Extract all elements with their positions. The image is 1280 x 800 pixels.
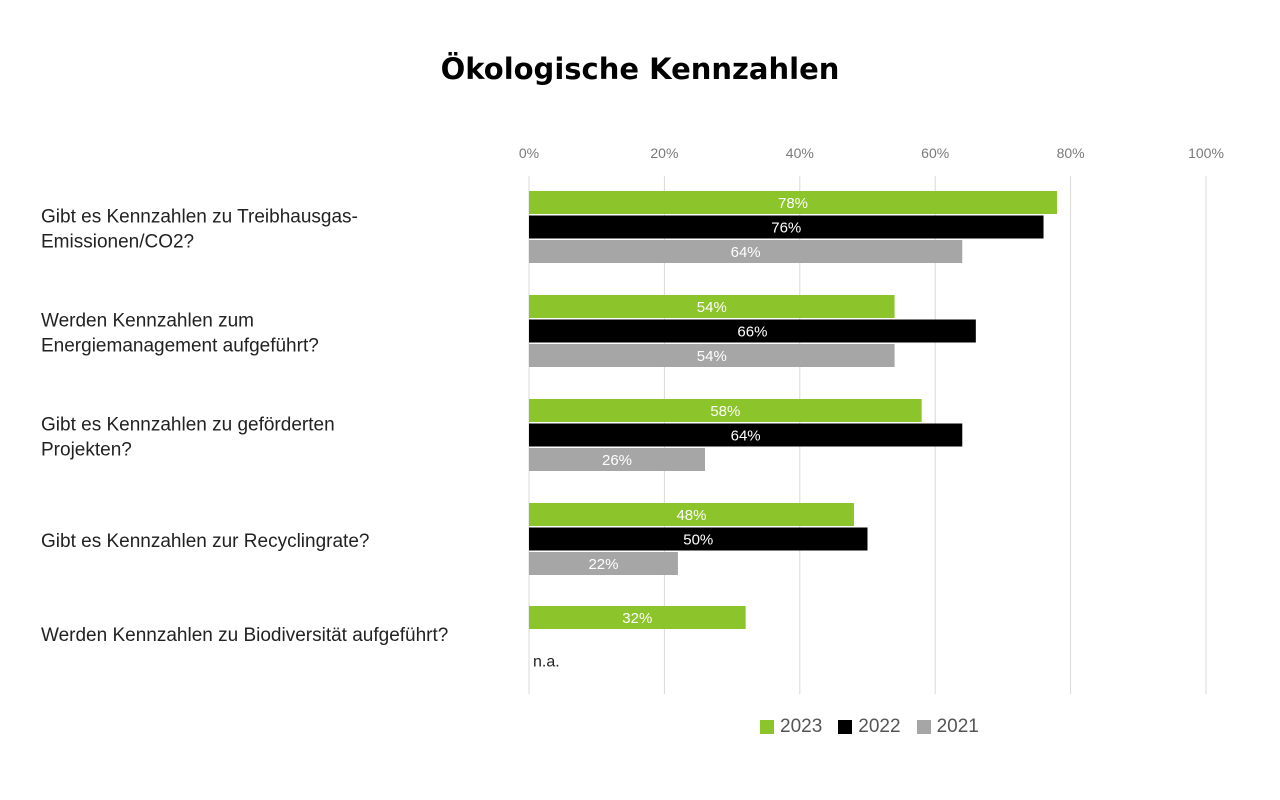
bar-2023 — [529, 399, 922, 422]
bar-2021 — [529, 240, 963, 263]
category-label: Gibt es Kennzahlen zu geförderten — [41, 415, 335, 436]
legend-label: 2021 — [936, 716, 979, 737]
bar-value-label: 54% — [697, 299, 727, 316]
bar-2022 — [529, 215, 1044, 239]
chart-title: Ökologische Kennzahlen — [440, 52, 840, 86]
bar-value-label: 64% — [731, 428, 761, 445]
legend-swatch — [916, 720, 931, 734]
legend-swatch — [838, 720, 853, 734]
bar-value-label: 26% — [602, 452, 632, 469]
bar-value-label: 76% — [771, 220, 801, 237]
bar-2022 — [529, 423, 963, 447]
bar-value-label: 54% — [697, 348, 727, 365]
bar-value-label: 78% — [778, 195, 808, 212]
bar-value-label: 50% — [683, 532, 713, 549]
legend-label: 2023 — [780, 716, 823, 737]
category-label: Werden Kennzahlen zu Biodiversität aufge… — [41, 625, 448, 646]
category-label: Gibt es Kennzahlen zu Treibhausgas- — [41, 207, 358, 228]
bar-2023 — [529, 606, 746, 629]
bar-value-label: 32% — [622, 610, 652, 627]
x-tick-label: 80% — [1057, 145, 1085, 161]
x-tick-label: 40% — [786, 145, 814, 161]
x-tick-label: 100% — [1188, 145, 1224, 161]
bar-2021 — [529, 552, 678, 575]
bar-2022 — [529, 319, 976, 343]
bar-2022 — [529, 527, 868, 551]
bars — [529, 191, 1058, 629]
not-available-label: n.a. — [533, 654, 560, 671]
bar-2021 — [529, 344, 895, 367]
bar-value-labels: 78% 54% 58% 48% 32% 76% 66% 64% 50% n.a. 64% 54% 26%… — [533, 195, 808, 671]
bar-value-label: 64% — [731, 244, 761, 261]
category-label: Projekten? — [41, 440, 132, 461]
legend-item: 2023 — [760, 716, 822, 738]
category-labels: Gibt es Kennzahlen zu Treibhausgas- Emiss… — [41, 207, 448, 647]
category-label: Gibt es Kennzahlen zur Recyclingrate? — [41, 531, 369, 552]
category-label: Emissionen/CO2? — [41, 232, 194, 253]
bar-2023 — [529, 191, 1058, 214]
category-label: Energiemanagement aufgeführt? — [41, 336, 319, 357]
legend: 2023 2022 2021 — [760, 716, 979, 738]
category-label: Werden Kennzahlen zum — [41, 311, 254, 332]
x-tick-label: 60% — [921, 145, 949, 161]
bar-value-label: 66% — [737, 324, 767, 341]
x-tick-label: 20% — [650, 145, 678, 161]
bar-value-label: 22% — [588, 556, 618, 573]
legend-label: 2022 — [858, 716, 901, 737]
legend-item: 2021 — [916, 716, 979, 738]
legend-swatch — [760, 720, 774, 734]
bar-2023 — [529, 503, 854, 526]
bar-2021 — [529, 448, 706, 471]
x-tick-label: 0% — [519, 145, 539, 161]
bar-2023 — [529, 295, 895, 318]
x-axis-ticks: 0% 20% 40% 60% 80% 100% — [519, 145, 1224, 161]
legend-item: 2022 — [838, 716, 901, 738]
bar-value-label: 58% — [710, 403, 740, 420]
bar-value-label: 48% — [676, 507, 706, 524]
